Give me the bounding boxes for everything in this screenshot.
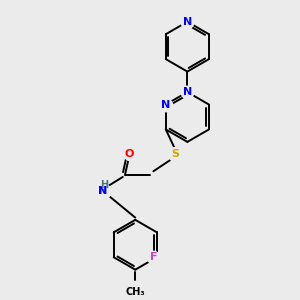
Text: N: N [161,100,170,110]
Text: S: S [171,149,179,159]
Text: N: N [183,87,192,97]
Text: O: O [125,149,134,159]
Text: H: H [100,180,109,190]
Text: N: N [98,186,107,196]
Text: H: H [98,186,106,196]
Text: CH₃: CH₃ [125,287,145,297]
Text: F: F [150,252,157,262]
Text: N: N [183,17,192,27]
